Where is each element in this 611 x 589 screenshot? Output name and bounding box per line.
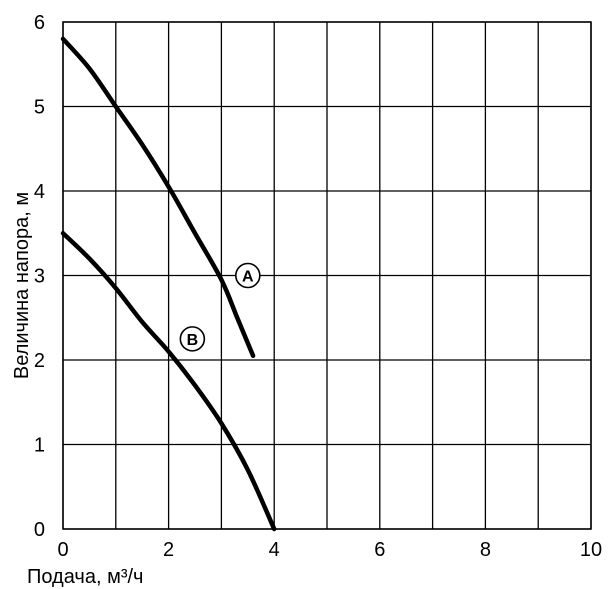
- y-tick-label: 6: [34, 12, 45, 34]
- plot-frame: [62, 21, 592, 530]
- x-tick-label: 2: [163, 539, 174, 561]
- y-tick-label: 1: [34, 435, 45, 457]
- x-tick-label: 0: [57, 539, 68, 561]
- y-tick-label: 3: [34, 266, 45, 288]
- y-tick-label: 4: [34, 181, 45, 203]
- x-tick-label: 4: [269, 539, 280, 561]
- y-tick-label: 5: [34, 97, 45, 119]
- curve-marker-label: A: [242, 269, 254, 286]
- x-tick-labels: 0 2 4 6 8 10: [57, 539, 602, 561]
- x-tick-label: 8: [480, 539, 491, 561]
- y-tick-label: 2: [34, 350, 45, 372]
- x-tick-label: 10: [580, 539, 602, 561]
- x-axis-label: Подача, м³/ч: [27, 566, 143, 588]
- curve-a: [60, 36, 256, 359]
- curves: [60, 36, 277, 532]
- curve-marker-b: [179, 326, 206, 352]
- y-tick-label: 0: [34, 519, 45, 541]
- grid: [62, 21, 592, 530]
- y-axis-label: Величина напора, м: [11, 192, 33, 379]
- curve-markers: AB: [179, 262, 261, 352]
- curve-b: [60, 231, 277, 532]
- curve-marker-a: [235, 262, 261, 289]
- x-tick-label: 6: [374, 539, 385, 561]
- y-tick-labels: 0 1 2 3 4 5 6: [34, 12, 45, 541]
- curve-marker-label: B: [187, 332, 199, 349]
